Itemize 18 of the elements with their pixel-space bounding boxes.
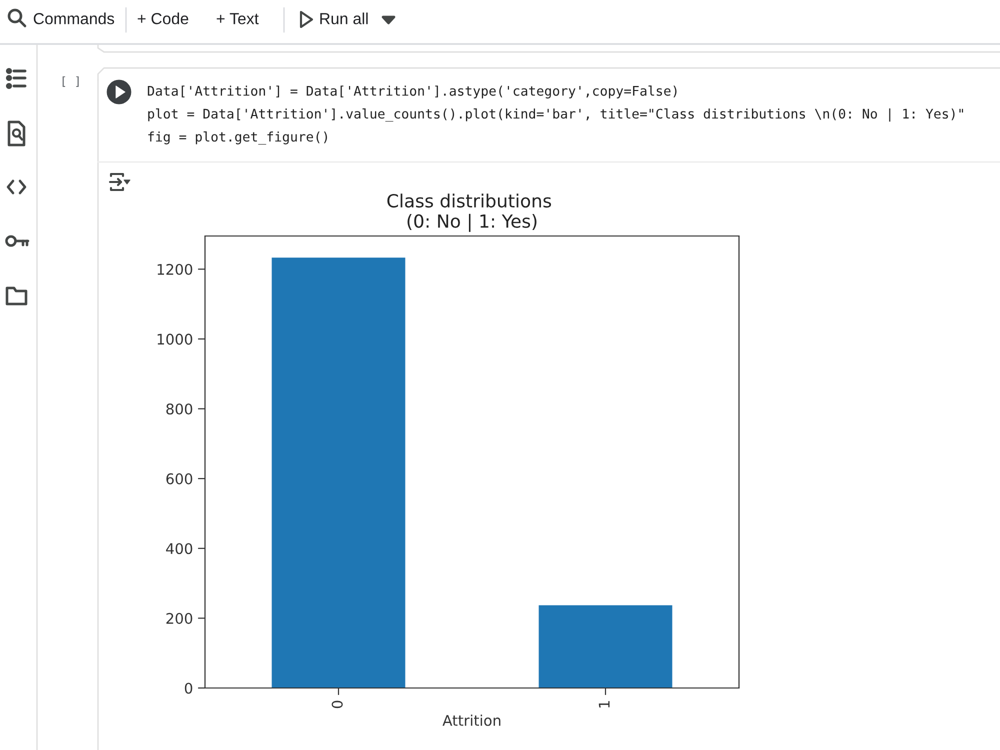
y-tick-label: 600 <box>166 473 192 484</box>
y-tick-label: 800 <box>166 403 192 415</box>
text: Run all <box>320 12 368 24</box>
y-tick-label: 1000 <box>158 334 192 345</box>
text: plot = Data['Attrition'].value_counts().plot(kind='bar', title="Class distributions \n(0: No | 1: Yes)" <box>148 108 964 122</box>
x-axis-title: Attrition <box>442 714 500 726</box>
y-tick-label: 200 <box>166 612 192 624</box>
x-tick-label: 1 <box>598 701 610 708</box>
text: Commands <box>34 12 114 24</box>
text: Data['Attrition'] = Data['Attrition'].astype('category',copy=False) <box>148 86 676 98</box>
text: fig = plot.get_figure() <box>148 131 327 145</box>
text: + Code <box>138 12 188 24</box>
text: + Text <box>216 13 259 24</box>
chart-title: Class distributions (0: No | 1: Yes) <box>387 194 552 232</box>
text: [ ] <box>62 76 79 87</box>
y-tick-label: 0 <box>184 682 192 694</box>
y-tick-label: 1200 <box>158 264 192 275</box>
y-tick-label: 400 <box>166 543 192 554</box>
